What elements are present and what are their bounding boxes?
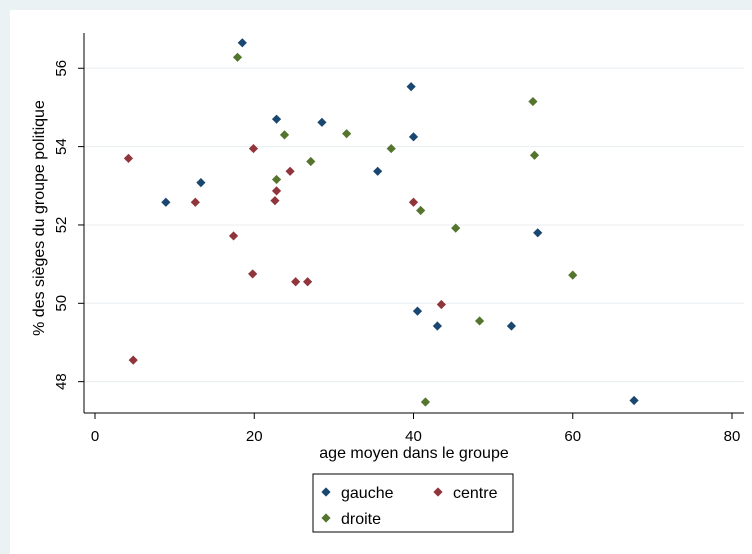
y-tick-label: 52 [53, 217, 70, 234]
point-droite [279, 130, 290, 140]
point-centre [228, 231, 239, 241]
point-droite [386, 143, 396, 154]
legend-marker-centre [433, 487, 443, 497]
point-centre [408, 197, 419, 207]
legend-label-centre: centre [453, 485, 498, 502]
point-droite [232, 52, 243, 62]
point-droite [342, 129, 352, 139]
point-gauche [432, 321, 442, 331]
legend-label-gauche: gauche [341, 485, 394, 502]
point-droite [420, 397, 431, 407]
point-gauche [373, 166, 383, 176]
y-axis-label: % des sièges du groupe politique [31, 100, 48, 336]
point-droite [568, 270, 578, 280]
y-tick-label: 54 [53, 138, 70, 155]
point-droite [474, 316, 485, 326]
legend-label-droite: droite [341, 511, 381, 528]
point-droite [528, 96, 538, 107]
point-droite [529, 150, 540, 160]
y-ticks: 48 50 52 54 56 [53, 60, 84, 390]
point-centre [123, 153, 134, 163]
point-centre [271, 186, 282, 196]
x-tick-label: 20 [246, 428, 263, 445]
point-centre [190, 197, 200, 207]
point-droite [451, 223, 461, 233]
point-gauche [406, 82, 416, 92]
x-tick-label: 80 [724, 428, 741, 445]
plot-region [10, 10, 752, 554]
point-centre [128, 355, 138, 365]
point-centre [291, 277, 301, 287]
point-droite [416, 205, 426, 216]
point-gauche [161, 197, 171, 207]
point-gauche [317, 117, 327, 127]
point-centre [302, 277, 313, 287]
point-gauche [408, 132, 419, 142]
point-centre [270, 196, 280, 206]
point-gauche [629, 395, 639, 406]
point-gauche [412, 306, 423, 316]
x-tick-label: 0 [91, 428, 99, 445]
point-gauche [196, 178, 206, 188]
x-axis-label: age moyen dans le groupe [319, 445, 509, 462]
data-points [123, 38, 639, 407]
point-gauche [271, 114, 282, 124]
y-tick-label: 56 [53, 60, 70, 77]
point-gauche [533, 228, 543, 238]
point-centre [285, 166, 295, 176]
point-centre [436, 299, 446, 310]
legend-marker-droite [321, 513, 331, 523]
point-centre [248, 269, 258, 279]
legend-marker-gauche [321, 487, 331, 497]
point-droite [306, 156, 316, 167]
x-tick-label: 40 [405, 428, 422, 445]
y-tick-label: 48 [53, 373, 70, 390]
x-ticks: 0 20 40 60 80 [91, 413, 741, 445]
point-droite [271, 174, 282, 185]
legend-box [312, 473, 514, 533]
legend: gauche centre droite [312, 473, 514, 533]
x-tick-label: 60 [564, 428, 581, 445]
y-tick-label: 50 [53, 295, 70, 312]
point-centre [248, 143, 259, 154]
point-gauche [506, 321, 517, 331]
point-gauche [237, 38, 247, 48]
gridlines [84, 67, 744, 383]
